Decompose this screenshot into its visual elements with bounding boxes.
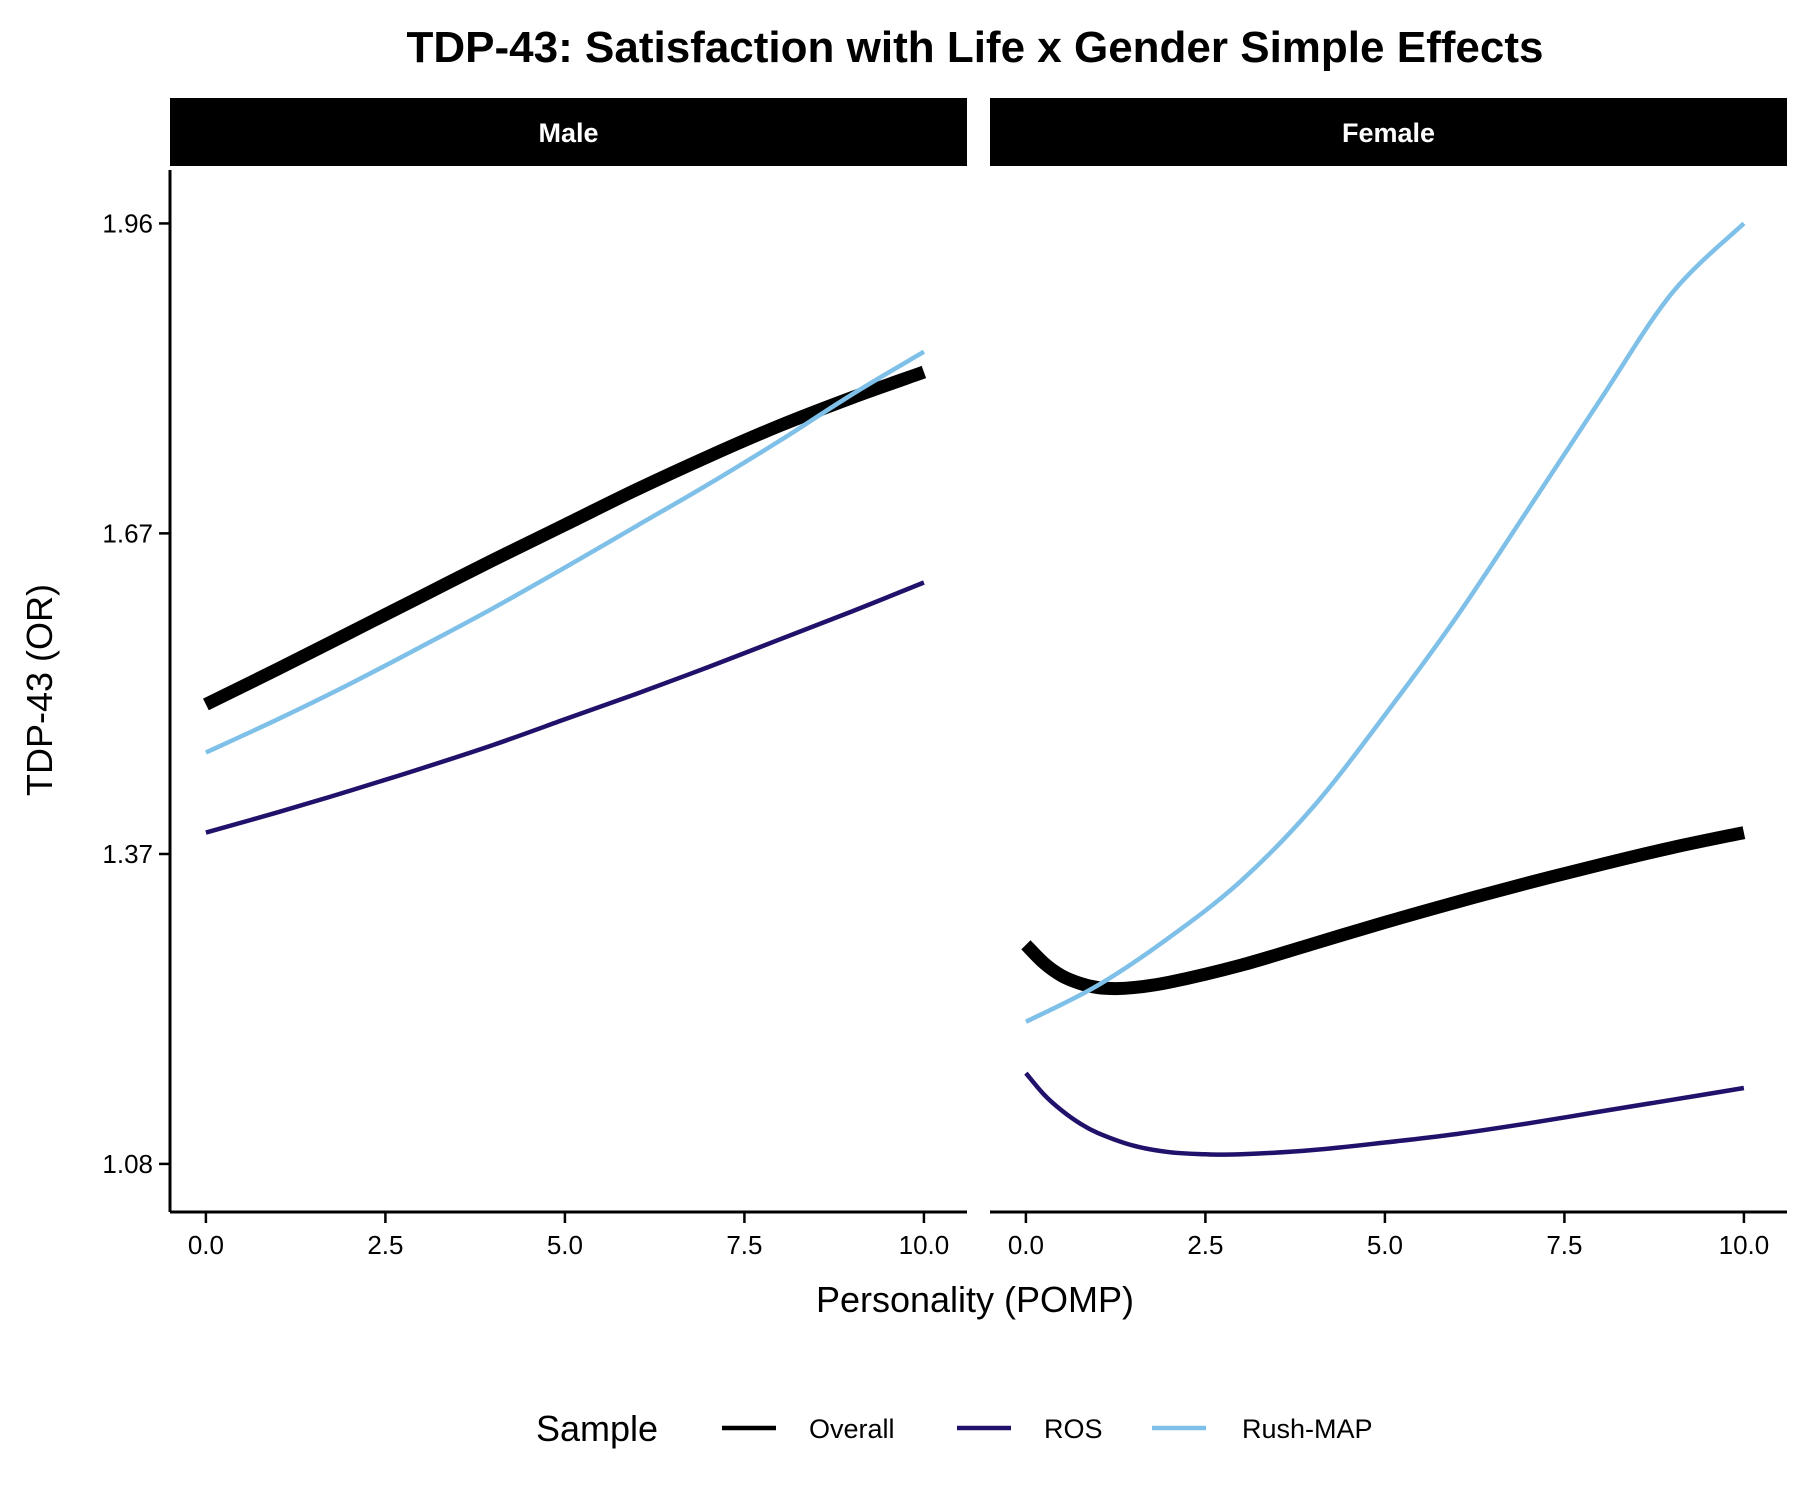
x-axis-title: Personality (POMP) bbox=[816, 1279, 1134, 1320]
x-tick-label: 2.5 bbox=[1187, 1230, 1223, 1260]
chart-title: TDP-43: Satisfaction with Life x Gender … bbox=[407, 23, 1544, 72]
legend-label-rush-map: Rush-MAP bbox=[1242, 1414, 1373, 1444]
facet-strip-label: Female bbox=[1342, 118, 1435, 148]
series-line-rush-map bbox=[1024, 221, 1746, 1024]
series-line-ros bbox=[1024, 1071, 1745, 1157]
y-tick-label: 1.08 bbox=[102, 1149, 153, 1179]
y-tick-label: 1.37 bbox=[102, 839, 153, 869]
panels: Male 0.0 2.5 5.0 7.5 10.0 Female 0.0 2.5 5.0 7.5 10… bbox=[170, 98, 1787, 1260]
y-tick-label: 1.96 bbox=[102, 208, 153, 238]
facet-strip bbox=[990, 98, 1787, 166]
panel-female: Female 0.0 2.5 5.0 7.5 10.0 bbox=[990, 98, 1787, 1260]
legend-label-ros: ROS bbox=[1044, 1414, 1103, 1444]
x-tick-label: 2.5 bbox=[367, 1230, 403, 1260]
series-line-overall bbox=[1021, 826, 1746, 996]
y-axis-title: TDP-43 (OR) bbox=[19, 584, 60, 796]
x-tick-label: 10.0 bbox=[899, 1230, 950, 1260]
facet-strip-label: Male bbox=[538, 118, 598, 148]
series-line-overall bbox=[203, 365, 927, 711]
series-line-rush-map bbox=[204, 349, 926, 755]
x-tick-label: 10.0 bbox=[1719, 1230, 1770, 1260]
series-line-ros bbox=[205, 580, 925, 835]
legend-title: Sample bbox=[536, 1408, 658, 1449]
panel-male: Male 0.0 2.5 5.0 7.5 10.0 bbox=[170, 98, 967, 1260]
legend: Sample Overall ROS Rush-MAP bbox=[536, 1408, 1373, 1449]
x-tick-label: 5.0 bbox=[547, 1230, 583, 1260]
y-axis: 1.08 1.37 1.67 1.96 bbox=[102, 170, 172, 1212]
x-tick-label: 5.0 bbox=[1367, 1230, 1403, 1260]
x-tick-label: 0.0 bbox=[188, 1230, 224, 1260]
x-tick-label: 0.0 bbox=[1008, 1230, 1044, 1260]
x-tick-label: 7.5 bbox=[1546, 1230, 1582, 1260]
facet-strip bbox=[170, 98, 967, 166]
legend-label-overall: Overall bbox=[809, 1414, 895, 1444]
x-tick-label: 7.5 bbox=[726, 1230, 762, 1260]
y-tick-label: 1.67 bbox=[102, 518, 153, 548]
